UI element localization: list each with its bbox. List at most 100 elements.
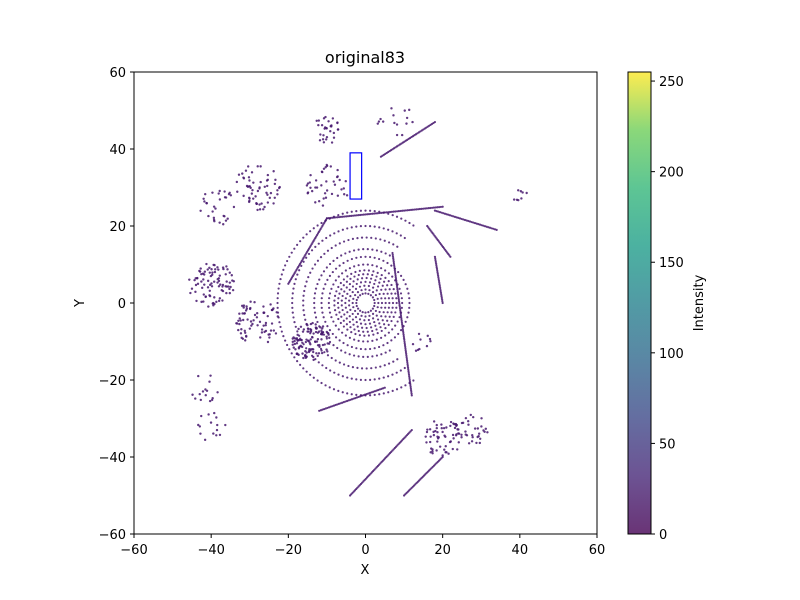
data-point [217, 277, 221, 280]
data-point [353, 265, 356, 268]
data-point [266, 193, 269, 196]
data-point [391, 389, 394, 392]
data-point [395, 284, 399, 288]
data-point [327, 333, 330, 336]
data-point [321, 364, 324, 367]
data-point [292, 316, 295, 319]
data-point [387, 375, 390, 378]
data-point [482, 224, 485, 227]
data-point [276, 189, 279, 192]
data-point [392, 260, 395, 263]
data-point [302, 299, 305, 302]
data-point [258, 187, 261, 190]
colorbar-tick-label: 50 [659, 437, 676, 452]
data-point [404, 320, 407, 323]
data-point [305, 322, 308, 326]
data-point [362, 248, 365, 251]
data-point [367, 213, 371, 216]
data-point [320, 297, 323, 300]
data-point [259, 180, 262, 184]
data-point [466, 420, 470, 423]
data-point [210, 285, 214, 288]
data-point [325, 348, 328, 351]
data-point [344, 301, 347, 305]
data-point [264, 329, 268, 333]
data-point [225, 265, 228, 268]
data-point [208, 380, 211, 383]
data-point [356, 296, 360, 299]
data-point [357, 355, 360, 358]
data-point [395, 215, 399, 218]
data-point [425, 207, 428, 210]
data-point [307, 252, 311, 256]
data-point [374, 279, 377, 282]
data-point [290, 352, 293, 355]
data-point [402, 333, 405, 336]
data-point [464, 433, 467, 436]
data-point [440, 295, 443, 298]
data-point [259, 165, 262, 168]
data-point [431, 450, 434, 453]
data-point [361, 311, 364, 314]
data-point [247, 200, 251, 204]
data-point [320, 381, 323, 385]
data-point [371, 307, 375, 310]
data-point [373, 393, 376, 396]
data-point [322, 287, 325, 290]
data-point [479, 437, 482, 440]
data-point [202, 293, 205, 296]
data-point [311, 350, 315, 354]
data-point [302, 309, 305, 312]
data-point [361, 292, 364, 295]
data-point [239, 319, 242, 322]
data-point [354, 309, 357, 313]
data-point [356, 290, 360, 294]
data-point [306, 191, 310, 194]
data-point [235, 322, 238, 325]
data-point [310, 335, 314, 339]
colorbar-label: Intensity [692, 274, 707, 331]
data-point [472, 221, 475, 224]
data-point [242, 194, 245, 198]
data-point [378, 281, 381, 284]
data-point [445, 426, 448, 429]
data-point [266, 178, 270, 182]
data-point [309, 230, 312, 233]
data-point [344, 179, 347, 183]
data-point [453, 215, 457, 218]
data-point [307, 330, 310, 333]
data-point [400, 306, 403, 309]
data-point [363, 269, 366, 272]
data-point [245, 184, 249, 188]
data-point [440, 423, 443, 426]
data-point [324, 196, 328, 199]
data-point [348, 250, 351, 253]
data-point [329, 234, 332, 237]
data-point [255, 312, 259, 315]
data-point [191, 393, 194, 396]
data-point [323, 351, 326, 354]
data-point [373, 298, 376, 302]
data-point [228, 287, 231, 291]
data-point [369, 378, 372, 381]
data-point [387, 241, 391, 244]
data-point [354, 287, 358, 290]
data-point [276, 306, 279, 309]
data-point [394, 210, 397, 213]
y-tick-label: 0 [118, 297, 126, 312]
data-point [303, 289, 306, 293]
data-point [302, 236, 305, 239]
data-point [212, 432, 215, 435]
data-point [364, 348, 367, 351]
data-point [458, 217, 462, 220]
data-point [215, 416, 218, 419]
data-point [256, 208, 259, 212]
data-point [355, 347, 358, 350]
data-point [380, 288, 383, 291]
data-point [319, 256, 323, 259]
data-point [383, 323, 386, 326]
data-point [359, 225, 362, 228]
data-point [356, 366, 359, 370]
data-point [341, 215, 344, 218]
data-point [410, 390, 413, 394]
